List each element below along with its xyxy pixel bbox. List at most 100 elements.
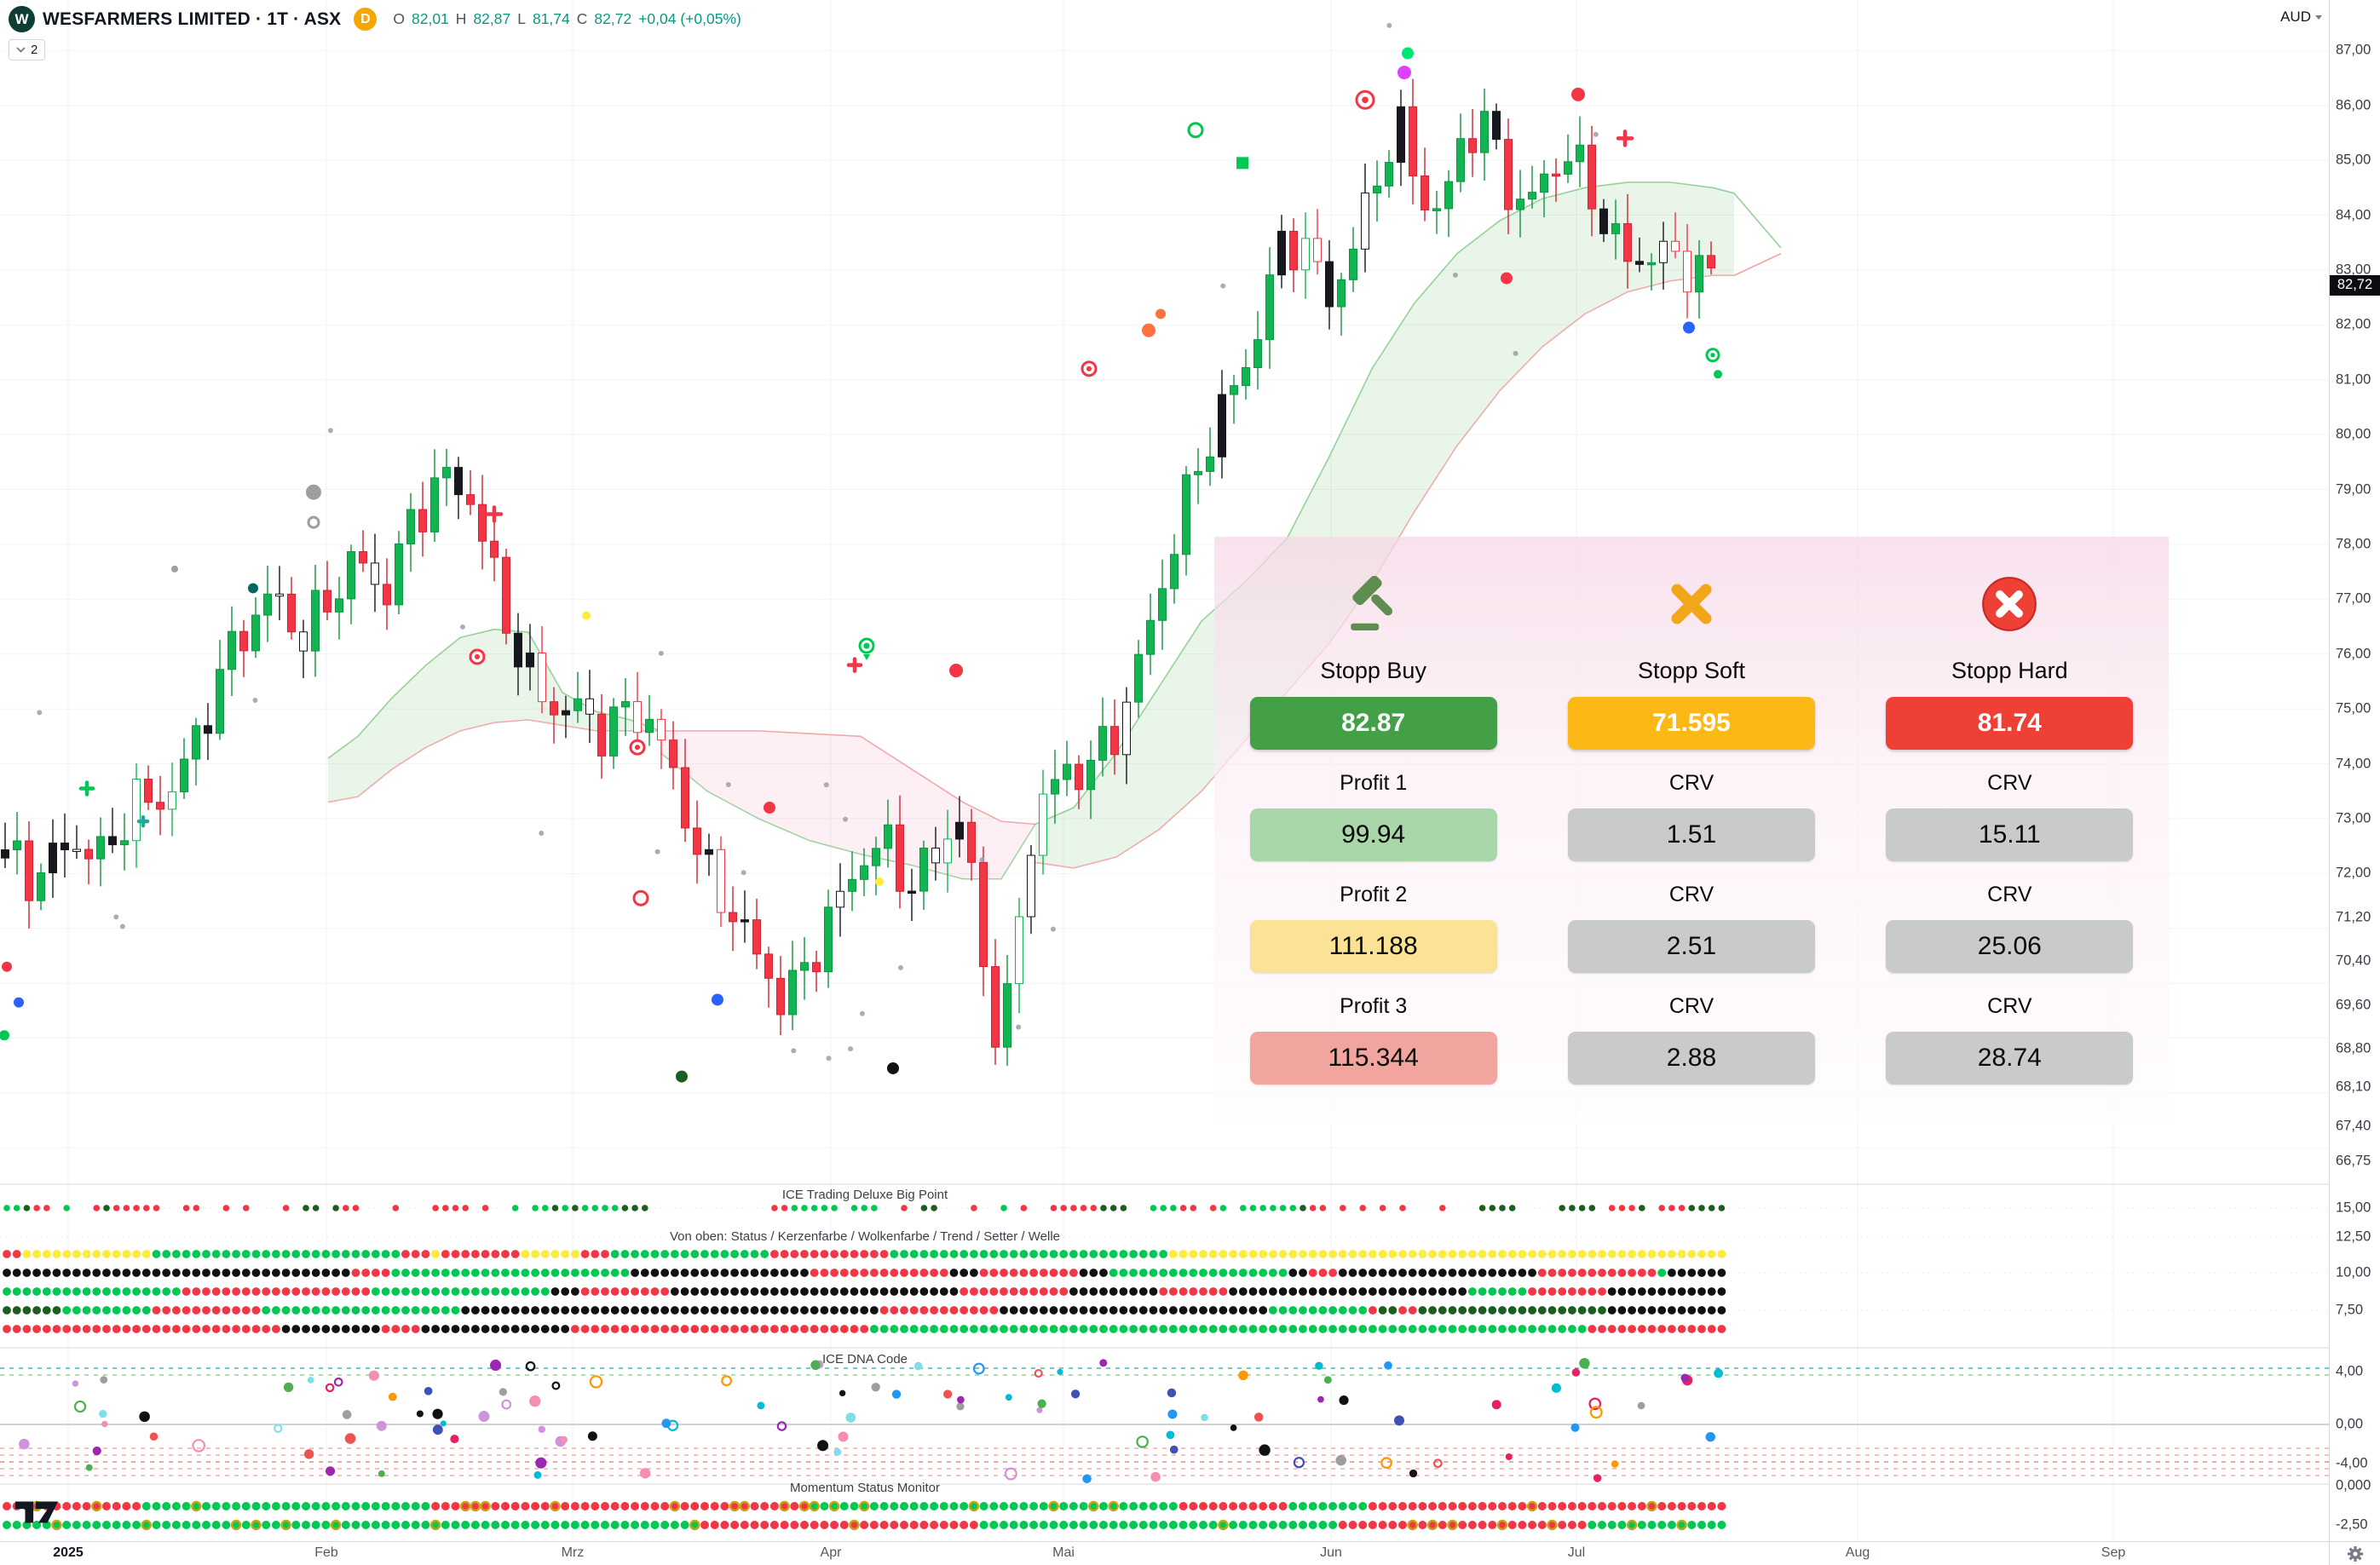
price-axis-label: 70,40 (2336, 952, 2371, 969)
time-axis-label: Jul (1567, 1545, 1586, 1560)
crv2-soft-label: CRV (1668, 883, 1714, 906)
price-axis-label: 12,50 (2336, 1228, 2371, 1245)
price-axis-label: 84,00 (2336, 207, 2371, 223)
stop-soft-value: 71.595 (1567, 697, 1815, 750)
symbol-logo[interactable]: W (9, 6, 35, 32)
price-axis-label: 71,20 (2336, 909, 2371, 925)
price-axis-label: 15,00 (2336, 1200, 2371, 1216)
x-cross-icon (1664, 571, 1719, 637)
time-axis-label: Apr (820, 1545, 842, 1560)
price-axis-label: 81,00 (2336, 371, 2371, 388)
profit1-label: Profit 1 (1340, 771, 1408, 795)
stop-buy-header: Stopp Buy (1320, 658, 1426, 683)
crv1-hard-value: 15.11 (1886, 808, 2134, 861)
open-value: 82,01 (412, 10, 449, 27)
price-axis-label: -4,00 (2336, 1455, 2368, 1471)
high-value: 82,87 (473, 10, 511, 27)
profit3-label: Profit 3 (1340, 994, 1408, 1018)
open-label: O (393, 10, 405, 27)
price-axis-label: 68,10 (2336, 1079, 2371, 1095)
chevron-down-icon (16, 47, 26, 53)
time-axis-label: Sep (2101, 1545, 2126, 1560)
price-axis-label: 7,50 (2336, 1302, 2364, 1318)
crv1-soft-label: CRV (1668, 771, 1714, 795)
price-axis-label: 78,00 (2336, 536, 2371, 552)
price-axis[interactable]: 82,72 87,00 86,00 85,00 84,00 83,00 82,00 81,0… (2329, 0, 2380, 1542)
crv1-soft-value: 1.51 (1567, 808, 1815, 861)
close-value: 82,72 (594, 10, 632, 27)
last-price-badge: 82,72 (2330, 274, 2380, 296)
crv1-hard-label: CRV (1987, 771, 2032, 795)
crv3-hard-label: CRV (1987, 994, 2032, 1018)
time-axis[interactable]: 2025 Feb Mrz Apr Mai Jun Jul Aug Sep (0, 1541, 2330, 1565)
crv2-hard-label: CRV (1987, 883, 2032, 906)
price-axis-label: -2,50 (2336, 1516, 2368, 1533)
price-axis-label: 0,000 (2336, 1477, 2371, 1493)
axis-settings-corner[interactable] (2329, 1541, 2380, 1565)
indicator-collapse-toggle[interactable]: 2 (9, 39, 46, 60)
price-axis-label: 75,00 (2336, 700, 2371, 716)
price-axis-label: 80,00 (2336, 426, 2371, 442)
time-axis-label: Aug (1845, 1545, 1870, 1560)
crv2-soft-value: 2.51 (1567, 920, 1815, 973)
low-label: L (517, 10, 526, 27)
stop-buy-column: Stopp Buy 82.87 Profit 1 99.94 Profit 2 … (1214, 537, 1532, 1125)
circle-x-icon (1980, 571, 2038, 637)
time-axis-label: Feb (314, 1545, 338, 1560)
crv3-soft-value: 2.88 (1567, 1032, 1815, 1085)
ohlc-readout: O 82,01 H 82,87 L 81,74 C 82,72 +0,04 (+0,05… (393, 10, 741, 28)
time-axis-label: Mai (1052, 1545, 1075, 1560)
price-axis-label: 79,00 (2336, 481, 2371, 498)
stop-profit-signal-panel: Stopp Buy 82.87 Profit 1 99.94 Profit 2 … (1214, 537, 2169, 1125)
high-label: H (455, 10, 467, 27)
gavel-icon (1346, 571, 1402, 637)
close-label: C (576, 10, 588, 27)
ichimoku-cloud-layer (327, 181, 1782, 880)
candles-layer (1, 78, 1715, 1067)
price-axis-label: 73,00 (2336, 810, 2371, 826)
crv2-hard-value: 25.06 (1886, 920, 2134, 973)
currency-label: AUD (2280, 9, 2311, 25)
price-axis-label: 85,00 (2336, 152, 2371, 168)
stop-buy-value: 82.87 (1249, 697, 1497, 750)
crv3-soft-label: CRV (1668, 994, 1714, 1018)
price-axis-label: 68,80 (2336, 1040, 2371, 1056)
change-value: +0,04 (+0,05%) (638, 10, 741, 27)
settings-gear-icon[interactable] (2347, 1545, 2364, 1562)
price-axis-label: 82,00 (2336, 316, 2371, 332)
profit3-value: 115.344 (1249, 1032, 1497, 1085)
stop-hard-header: Stopp Hard (1951, 658, 2068, 683)
crv3-hard-value: 28.74 (1886, 1032, 2134, 1085)
time-axis-label: Mrz (561, 1545, 585, 1560)
symbol-title[interactable]: WESFARMERS LIMITED · 1T · ASX (43, 9, 342, 29)
stop-soft-header: Stopp Soft (1637, 658, 1746, 683)
indicator-count: 2 (31, 43, 38, 57)
price-axis-label: 87,00 (2336, 42, 2371, 58)
price-axis-label: 10,00 (2336, 1264, 2371, 1280)
price-axis-label: 76,00 (2336, 646, 2371, 662)
price-axis-label: 4,00 (2336, 1363, 2364, 1379)
time-axis-label: 2025 (53, 1545, 84, 1560)
tradingview-logo[interactable] (14, 1498, 60, 1531)
signal-markers-layer (0, 22, 1722, 1083)
interval-badge[interactable]: D (354, 8, 377, 31)
stop-hard-column: Stopp Hard 81.74 CRV 15.11 CRV 25.06 CRV… (1851, 537, 2169, 1125)
symbol-legend-bar: W WESFARMERS LIMITED · 1T · ASX D O 82,01… (9, 6, 741, 32)
price-axis-label: 77,00 (2336, 590, 2371, 607)
stop-soft-column: Stopp Soft 71.595 CRV 1.51 CRV 2.51 CRV … (1532, 537, 1850, 1125)
price-axis-label: 66,75 (2336, 1153, 2371, 1169)
caret-down-icon (2315, 14, 2322, 20)
lower-panes-dots-layer (0, 1205, 2329, 1531)
price-axis-label: 72,00 (2336, 865, 2371, 881)
stop-hard-value: 81.74 (1886, 697, 2134, 750)
price-axis-label: 74,00 (2336, 756, 2371, 772)
price-axis-label: 67,40 (2336, 1118, 2371, 1134)
price-axis-label: 83,00 (2336, 262, 2371, 278)
price-axis-label: 0,00 (2336, 1416, 2364, 1432)
profit2-label: Profit 2 (1340, 883, 1408, 906)
currency-selector[interactable]: AUD (2280, 9, 2322, 26)
price-axis-label: 86,00 (2336, 97, 2371, 113)
time-axis-label: Jun (1320, 1545, 1342, 1560)
